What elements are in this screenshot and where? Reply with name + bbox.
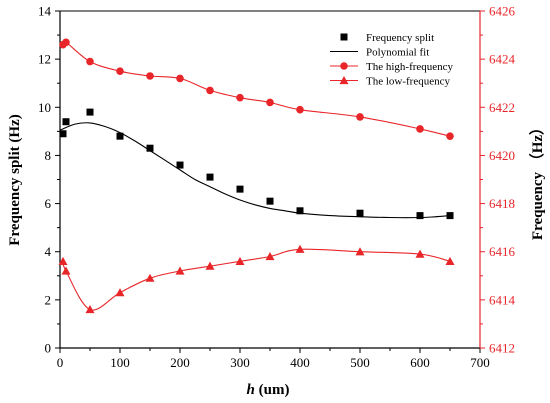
the-high-frequency-point xyxy=(266,98,274,107)
the-high-frequency-point xyxy=(446,132,454,140)
the-high-frequency-point xyxy=(236,93,244,102)
legend-square-marker xyxy=(340,33,348,41)
y-tick-label: 4 xyxy=(45,244,52,259)
y2-axis-title: Frequency （Hz） xyxy=(528,120,546,240)
the-low-frequency-point xyxy=(85,304,95,314)
frequency-split-point xyxy=(146,144,154,152)
legend-label: Polynomial fit xyxy=(366,47,429,59)
legend: Frequency split Polynomial fit The high-fr… xyxy=(330,32,454,88)
x-tick-label: 100 xyxy=(110,355,130,370)
frequency-split-point xyxy=(176,161,184,169)
x-tick-label: 400 xyxy=(290,355,310,370)
the-high-frequency-point xyxy=(146,72,154,80)
frequency-split-point xyxy=(416,212,424,220)
y-tick-label: 10 xyxy=(38,100,51,115)
frequency-split-point xyxy=(59,130,67,138)
y2-tick-label: 6420 xyxy=(489,148,515,163)
x-tick-label: 700 xyxy=(470,355,490,370)
polynomial-fit-line xyxy=(59,122,451,219)
the-high-frequency-point xyxy=(416,125,424,133)
legend-triangle-marker xyxy=(339,76,349,85)
y2-tick-label: 6424 xyxy=(489,52,516,67)
frequency-split-point xyxy=(236,185,244,193)
the-low-frequency-point xyxy=(295,244,305,253)
data-markers xyxy=(58,38,455,314)
frequency-split-point xyxy=(116,132,124,140)
y-tick-label: 0 xyxy=(45,341,52,356)
x-tick-label: 300 xyxy=(230,355,250,370)
frequency-split-point xyxy=(206,173,214,181)
the-high-frequency-point xyxy=(296,105,304,114)
y-tick-label: 8 xyxy=(45,148,52,163)
the-low-frequency-point xyxy=(205,261,215,270)
y-tick-label: 2 xyxy=(45,292,52,307)
the-low-frequency-point xyxy=(355,247,365,256)
frequency-split-point xyxy=(266,197,274,205)
the-low-frequency-point xyxy=(265,252,275,261)
x-tick-label: 500 xyxy=(350,355,370,370)
y2-tick-label: 6412 xyxy=(489,341,515,356)
frequency-split-point xyxy=(356,209,364,217)
the-high-frequency-point xyxy=(206,86,214,95)
x-tick-label: 0 xyxy=(57,355,64,370)
frequency-split-point xyxy=(62,118,70,126)
x-axis-title: h (um) xyxy=(247,382,290,398)
the-low-frequency-point xyxy=(445,256,455,265)
y-axis-title: Frequency split (Hz) xyxy=(7,114,23,245)
legend-item-frequency-split: Frequency split xyxy=(340,32,434,44)
legend-item-polynomial-fit: Polynomial fit xyxy=(330,47,429,59)
x-axis-title-italic: h xyxy=(247,382,255,398)
legend-label: Frequency split xyxy=(366,32,434,44)
the-low-frequency-point xyxy=(58,256,68,265)
the-low-frequency-point xyxy=(175,266,185,275)
y2-tick-label: 6418 xyxy=(489,196,515,211)
y-tick-label: 12 xyxy=(38,52,51,67)
tick-labels: 0 100 200 300 400 500 600 700 0 2 4 6 8 10 12 14 6412 641… xyxy=(38,4,516,371)
the-high-frequency-point xyxy=(62,38,70,47)
y2-tick-label: 6422 xyxy=(489,100,515,115)
legend-label: The high-frequency xyxy=(366,61,454,73)
x-tick-label: 200 xyxy=(170,355,190,370)
legend-label: The low-frequency xyxy=(366,76,450,88)
the-low-frequency-point xyxy=(415,249,425,258)
polynomial-fit-line xyxy=(59,122,451,219)
y2-tick-label: 6416 xyxy=(489,244,516,259)
the-high-frequency-point xyxy=(86,57,94,66)
axis-ticks xyxy=(55,10,485,353)
the-high-frequency-point xyxy=(356,113,364,121)
the-low-frequency-point xyxy=(115,288,125,297)
x-axis-title-rest: (um) xyxy=(255,382,290,398)
legend-item-the-high-frequency: The high-frequency xyxy=(330,61,454,73)
frequency-split-point xyxy=(86,108,94,116)
the-low-frequency-point xyxy=(145,273,155,282)
frequency-split-point xyxy=(296,207,304,215)
legend-circle-marker xyxy=(340,62,348,70)
the-low-frequency-line xyxy=(62,248,451,311)
y-tick-label: 14 xyxy=(38,4,52,19)
the-low-frequency-point xyxy=(235,256,245,265)
y2-tick-label: 6426 xyxy=(489,4,516,19)
the-high-frequency-point xyxy=(176,74,184,83)
y-tick-label: 6 xyxy=(45,196,52,211)
legend-item-the-low-frequency: The low-frequency xyxy=(330,76,450,88)
the-low-frequency-point xyxy=(61,266,71,275)
x-tick-label: 600 xyxy=(410,355,430,370)
the-high-frequency-point xyxy=(116,67,124,75)
y2-tick-label: 6414 xyxy=(489,292,516,307)
frequency-split-point xyxy=(446,212,454,220)
